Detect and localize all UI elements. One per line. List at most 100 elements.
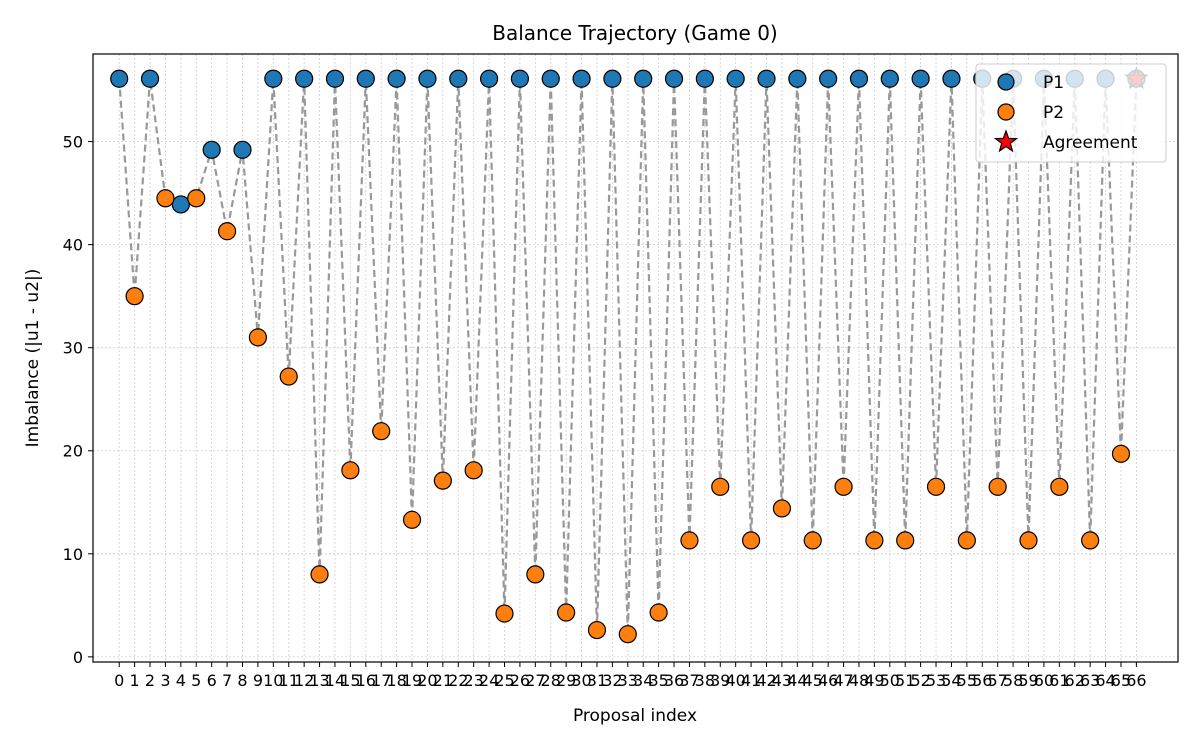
- grid-lines: [93, 54, 1178, 662]
- x-tick-label: 50: [880, 671, 900, 690]
- x-axis-ticks: 0 1 2 3 4 5 6 7 8 9 101112131415161718192021222324…: [114, 662, 1147, 690]
- x-tick-label: 3: [160, 671, 170, 690]
- x-tick-label: 17: [371, 671, 391, 690]
- point-p2: [402, 510, 422, 529]
- point-p1: [510, 69, 530, 88]
- point-p2: [372, 422, 391, 441]
- y-tick-label: 20: [63, 442, 83, 461]
- point-p1: [634, 69, 653, 88]
- legend-marker-p1: [997, 73, 1015, 91]
- x-tick-label: 26: [510, 671, 530, 690]
- point-p2: [957, 531, 976, 550]
- point-p1: [356, 69, 375, 88]
- point-p2: [248, 328, 268, 347]
- point-p1: [911, 69, 930, 88]
- x-tick-label: 16: [356, 671, 376, 690]
- point-p1: [603, 69, 622, 88]
- x-tick-label: 43: [772, 671, 792, 690]
- point-p2: [865, 531, 884, 550]
- x-tick-label: 64: [1095, 671, 1115, 690]
- point-p2: [279, 367, 298, 386]
- x-tick-label: 11: [279, 671, 299, 690]
- point-p2: [1019, 531, 1038, 550]
- x-tick-label: 8: [237, 671, 247, 690]
- x-tick-label: 23: [463, 671, 483, 690]
- point-p1: [140, 69, 160, 88]
- point-p2: [803, 531, 822, 550]
- x-tick-label: 42: [756, 671, 776, 690]
- x-tick-label: 4: [176, 671, 186, 690]
- y-tick-label: 40: [63, 236, 83, 255]
- point-p2: [711, 477, 730, 496]
- point-p1: [233, 140, 252, 159]
- point-p1: [449, 69, 468, 88]
- x-tick-label: 14: [325, 671, 345, 690]
- x-tick-label: 36: [664, 671, 684, 690]
- x-tick-label: 30: [571, 671, 591, 690]
- point-p1: [880, 69, 899, 88]
- x-axis-label: Proposal index: [573, 706, 697, 726]
- x-tick-label: 12: [294, 671, 314, 690]
- legend: P1 P2 Agreement: [975, 63, 1167, 163]
- point-p2: [741, 531, 761, 550]
- x-tick-label: 1: [130, 671, 140, 690]
- legend-marker-p2: [997, 103, 1015, 121]
- legend-entry-p2: P2: [997, 103, 1064, 123]
- point-p2: [896, 531, 915, 550]
- x-tick-label: 62: [1065, 671, 1085, 690]
- x-tick-label: 49: [864, 671, 884, 690]
- point-p1: [849, 69, 869, 88]
- x-tick-label: 29: [556, 671, 576, 690]
- x-tick-label: 25: [494, 671, 514, 690]
- legend-entry-agreement: Agreement: [993, 129, 1138, 153]
- point-p1: [541, 69, 560, 88]
- point-p1: [942, 69, 961, 88]
- point-p2: [926, 477, 946, 496]
- x-tick-label: 35: [648, 671, 668, 690]
- x-tick-label: 39: [710, 671, 730, 690]
- x-tick-label: 9: [253, 671, 263, 690]
- point-p2: [649, 603, 668, 622]
- x-tick-label: 5: [191, 671, 201, 690]
- x-tick-label: 7: [222, 671, 232, 690]
- x-tick-label: 31: [587, 671, 607, 690]
- point-p1: [788, 69, 807, 88]
- x-tick-label: 48: [849, 671, 869, 690]
- x-tick-label: 59: [1018, 671, 1038, 690]
- point-p1: [757, 69, 776, 88]
- point-p2: [310, 565, 329, 584]
- x-tick-label: 2: [145, 671, 155, 690]
- point-p2: [557, 603, 576, 622]
- x-tick-label: 33: [618, 671, 638, 690]
- point-p1: [295, 69, 314, 88]
- x-tick-label: 56: [972, 671, 992, 690]
- x-tick-label: 53: [926, 671, 946, 690]
- x-tick-label: 44: [787, 671, 807, 690]
- point-p1: [110, 69, 129, 88]
- x-tick-label: 28: [541, 671, 561, 690]
- point-p2: [217, 222, 237, 241]
- x-tick-label: 51: [895, 671, 915, 690]
- point-p2: [1081, 531, 1100, 550]
- x-tick-label: 21: [433, 671, 453, 690]
- x-tick-label: 61: [1049, 671, 1069, 690]
- legend-label-p2: P2: [1043, 103, 1064, 123]
- point-p2: [587, 620, 607, 640]
- x-tick-label: 15: [340, 671, 360, 690]
- point-p1: [171, 195, 190, 214]
- point-p2: [618, 625, 637, 644]
- x-tick-label: 47: [833, 671, 853, 690]
- x-tick-label: 55: [957, 671, 977, 690]
- x-tick-label: 22: [448, 671, 468, 690]
- y-tick-label: 10: [63, 545, 83, 564]
- x-tick-label: 60: [1034, 671, 1054, 690]
- point-p2: [187, 189, 206, 208]
- legend-marker-agreement: [993, 129, 1019, 153]
- point-p1: [479, 69, 499, 88]
- chart-title: Balance Trajectory (Game 0): [492, 21, 777, 45]
- point-p2: [1050, 477, 1069, 496]
- legend-entry-p1: P1: [997, 73, 1064, 93]
- point-p1: [418, 69, 437, 88]
- y-tick-label: 0: [73, 648, 83, 667]
